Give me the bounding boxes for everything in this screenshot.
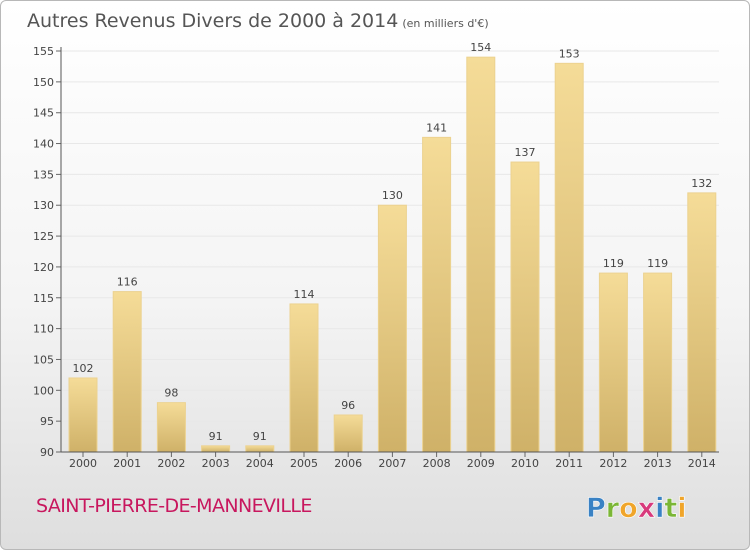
- value-label-2003: 91: [209, 430, 223, 443]
- y-tick-label: 145: [33, 107, 54, 120]
- x-tick-label-2005: 2005: [290, 457, 318, 470]
- y-tick-label: 140: [33, 138, 54, 151]
- y-tick-label: 95: [40, 415, 54, 428]
- value-label-2008: 141: [426, 121, 447, 134]
- bar-2005: [289, 303, 319, 453]
- value-label-2014: 132: [691, 177, 712, 190]
- y-tick-label: 110: [33, 323, 54, 336]
- y-tick-label: 105: [33, 353, 54, 366]
- y-tick-label: 130: [33, 199, 54, 212]
- value-label-2011: 153: [559, 47, 580, 60]
- value-label-2001: 116: [117, 276, 138, 289]
- bar-2009: [466, 56, 496, 453]
- bar-2003: [201, 445, 231, 453]
- y-tick-label: 90: [40, 446, 54, 459]
- y-tick-label: 115: [33, 292, 54, 305]
- x-tick-label-2008: 2008: [423, 457, 451, 470]
- chart-title: Autres Revenus Divers de 2000 à 2014 (en …: [27, 10, 489, 32]
- bar-2013: [643, 272, 673, 453]
- y-tick-label: 150: [33, 76, 54, 89]
- svg-text:Proxiti: Proxiti: [586, 493, 687, 524]
- proxiti-logo: Proxiti: [586, 493, 687, 525]
- bar-2006: [333, 414, 363, 453]
- bar-2004: [245, 445, 275, 453]
- value-label-2007: 130: [382, 189, 403, 202]
- bar-2008: [422, 136, 452, 453]
- bar-2010: [510, 161, 540, 453]
- x-tick-label-2011: 2011: [555, 457, 583, 470]
- x-tick-label-2002: 2002: [157, 457, 185, 470]
- bar-2011: [554, 62, 584, 453]
- bar-2012: [598, 272, 628, 453]
- x-tick-label-2001: 2001: [113, 457, 141, 470]
- y-tick-label: 125: [33, 230, 54, 243]
- x-tick-label-2013: 2013: [644, 457, 672, 470]
- bar-2002: [156, 402, 186, 453]
- y-tick-label: 120: [33, 261, 54, 274]
- value-label-2009: 154: [470, 41, 491, 54]
- x-tick-label-2012: 2012: [599, 457, 627, 470]
- x-tick-label-2003: 2003: [202, 457, 230, 470]
- chart-title-text: Autres Revenus Divers de 2000 à 2014: [27, 10, 399, 32]
- value-label-2006: 96: [341, 399, 355, 412]
- y-tick-label: 100: [33, 384, 54, 397]
- commune-name: SAINT-PIERRE-DE-MANNEVILLE: [36, 495, 312, 517]
- value-label-2010: 137: [515, 146, 536, 159]
- value-label-2013: 119: [647, 257, 668, 270]
- bar-2007: [377, 204, 407, 453]
- value-labels: 102 116 98 91 91 114 96 130 141 154 137 153 119 119 13…: [73, 41, 713, 443]
- bars: [68, 56, 717, 453]
- bar-2014: [687, 192, 717, 453]
- x-tick-label-2014: 2014: [688, 457, 716, 470]
- x-tick-label-2006: 2006: [334, 457, 362, 470]
- axes: 90 95 100 105 110 115 120 125 130 135 140 145 150 155…: [33, 45, 719, 470]
- x-tick-label-2009: 2009: [467, 457, 495, 470]
- value-label-2005: 114: [294, 288, 315, 301]
- value-label-2002: 98: [164, 387, 178, 400]
- x-tick-label-2004: 2004: [246, 457, 274, 470]
- y-tick-label: 155: [33, 45, 54, 58]
- bar-2001: [112, 291, 142, 453]
- x-tick-label-2010: 2010: [511, 457, 539, 470]
- value-label-2004: 91: [253, 430, 267, 443]
- bar-2000: [68, 377, 98, 453]
- x-tick-label-2007: 2007: [378, 457, 406, 470]
- x-tick-label-2000: 2000: [69, 457, 97, 470]
- y-tick-label: 135: [33, 168, 54, 181]
- value-label-2000: 102: [73, 362, 94, 375]
- chart-unit: (en milliers d'€): [402, 17, 489, 30]
- value-label-2012: 119: [603, 257, 624, 270]
